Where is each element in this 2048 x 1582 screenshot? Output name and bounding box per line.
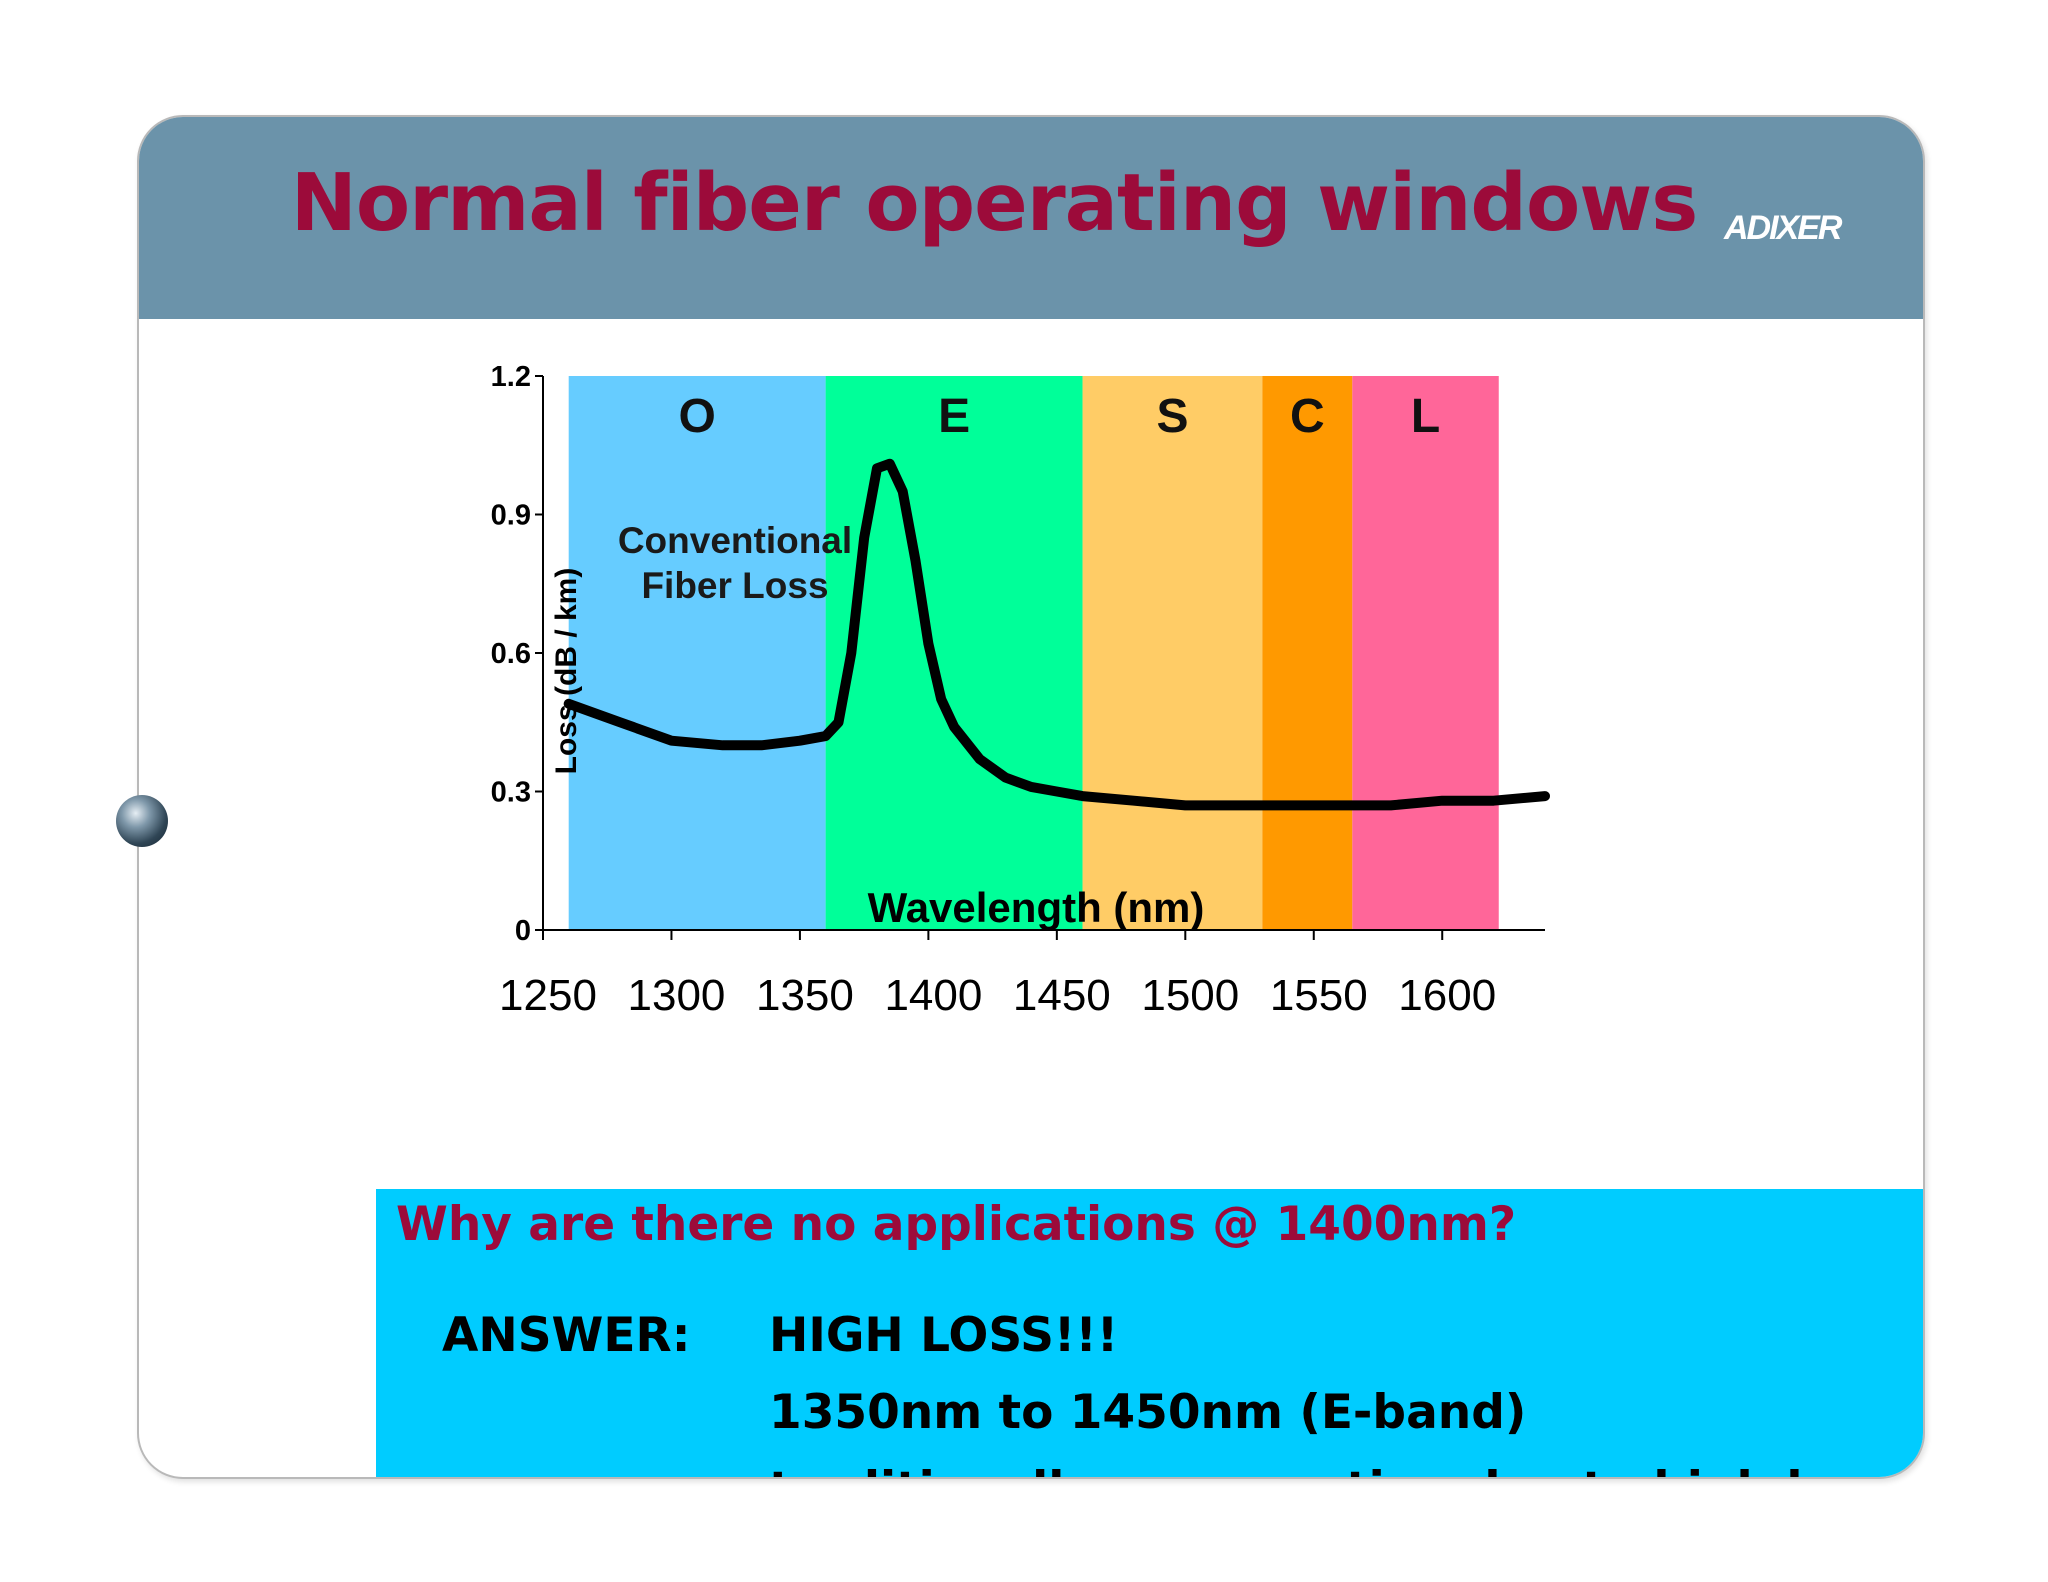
annotation-line-1: Conventional	[618, 520, 852, 561]
answer-box: Why are there no applications @ 1400nm? …	[376, 1189, 1923, 1477]
band-label-l: L	[1411, 390, 1440, 443]
answer-line-2: 1350nm to 1450nm (E-band)	[769, 1385, 1527, 1440]
answer-line-3: traditionally no operation due to high l…	[769, 1462, 1909, 1477]
y-tick-label: 0	[515, 915, 531, 947]
loss-curve	[563, 458, 1550, 811]
band-label-c: C	[1290, 390, 1325, 443]
band-s	[1082, 376, 1263, 930]
y-axis-label: Loss (dB / km)	[550, 568, 583, 775]
y-tick-label: 1.2	[491, 361, 531, 393]
x-tick-label: 1450	[1013, 971, 1111, 1020]
question-text: Why are there no applications @ 1400nm?	[396, 1197, 1517, 1252]
band-label-o: O	[678, 390, 715, 443]
x-tick-label: 1400	[884, 971, 982, 1020]
band-label-e: E	[938, 390, 970, 443]
band-o	[568, 376, 826, 930]
globe-icon	[116, 795, 168, 847]
x-tick-label: 1250	[499, 971, 597, 1020]
slide: Normal fiber operating windows ADIXER Wh…	[137, 115, 1925, 1479]
y-tick-label: 0.9	[491, 500, 531, 532]
band-e	[825, 376, 1083, 930]
x-tick-label: 1300	[628, 971, 726, 1020]
band-l	[1352, 376, 1499, 930]
x-tick-label: 1500	[1141, 971, 1239, 1020]
annotation-line-2: Fiber Loss	[641, 565, 828, 606]
company-logo: ADIXER	[1724, 209, 1842, 247]
y-tick-label: 0.3	[491, 777, 531, 809]
x-axis-label: Wavelength (nm)	[868, 884, 1205, 931]
slide-header: Normal fiber operating windows ADIXER	[139, 117, 1923, 319]
band-c	[1262, 376, 1353, 930]
answer-label: ANSWER:	[442, 1308, 691, 1363]
y-tick-label: 0.6	[491, 638, 531, 670]
band-label-s: S	[1156, 390, 1188, 443]
x-tick-label: 1600	[1398, 971, 1496, 1020]
x-tick-label: 1550	[1270, 971, 1368, 1020]
slide-title: Normal fiber operating windows	[290, 157, 1699, 249]
answer-line-1: HIGH LOSS!!!	[769, 1308, 1119, 1363]
x-tick-label: 1350	[756, 971, 854, 1020]
